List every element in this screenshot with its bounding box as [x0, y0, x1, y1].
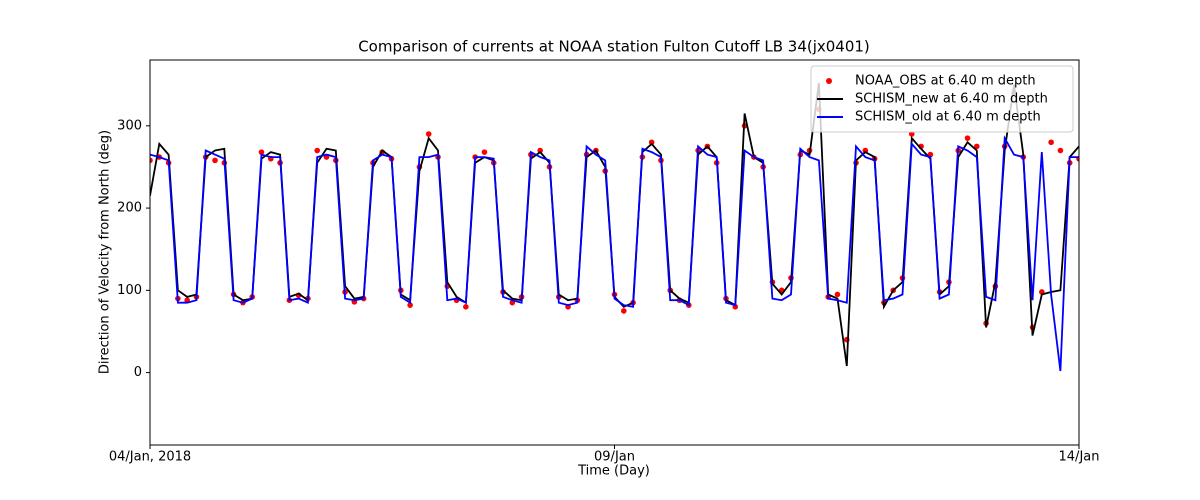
obs-point [1048, 139, 1054, 146]
obs-point [258, 149, 265, 155]
y-tick-label: 300 [117, 118, 142, 133]
obs-point [425, 131, 432, 137]
obs-point [974, 143, 980, 150]
y-tick-label: 0 [134, 365, 142, 380]
obs-point [964, 135, 971, 141]
legend-box [810, 65, 1074, 133]
y-axis-label: Direction of Velocity from North (deg) [98, 130, 113, 374]
obs-point [908, 131, 915, 137]
series-line [150, 135, 1079, 372]
legend-label: SCHISM_new at 6.40 m depth [855, 92, 1048, 107]
obs-point [834, 291, 841, 298]
y-tick-label: 200 [117, 201, 142, 216]
x-tick-label: 09/Jan [594, 450, 635, 465]
obs-point [1057, 147, 1064, 154]
chart-title: Comparison of currents at NOAA station F… [358, 38, 870, 56]
obs-point [150, 157, 153, 164]
obs-point [620, 308, 627, 314]
y-tick-label: 100 [117, 283, 142, 298]
x-tick-label: 04/Jan, 2018 [109, 450, 191, 465]
obs-point [407, 302, 413, 308]
legend-label: NOAA_OBS at 6.40 m depth [855, 74, 1036, 89]
obs-point [314, 147, 321, 154]
obs-point [212, 157, 218, 164]
x-axis-label: Time (Day) [577, 464, 650, 479]
obs-point [463, 303, 469, 310]
x-tick-label: 14/Jan [1059, 450, 1100, 465]
obs-point [481, 149, 488, 155]
legend-marker [826, 78, 832, 84]
plot-area [150, 82, 1079, 372]
obs-point [648, 139, 655, 146]
plot-frame [149, 59, 1080, 446]
legend-label: SCHISM_old at 6.40 m depth [855, 110, 1041, 125]
obs-point [537, 147, 543, 154]
